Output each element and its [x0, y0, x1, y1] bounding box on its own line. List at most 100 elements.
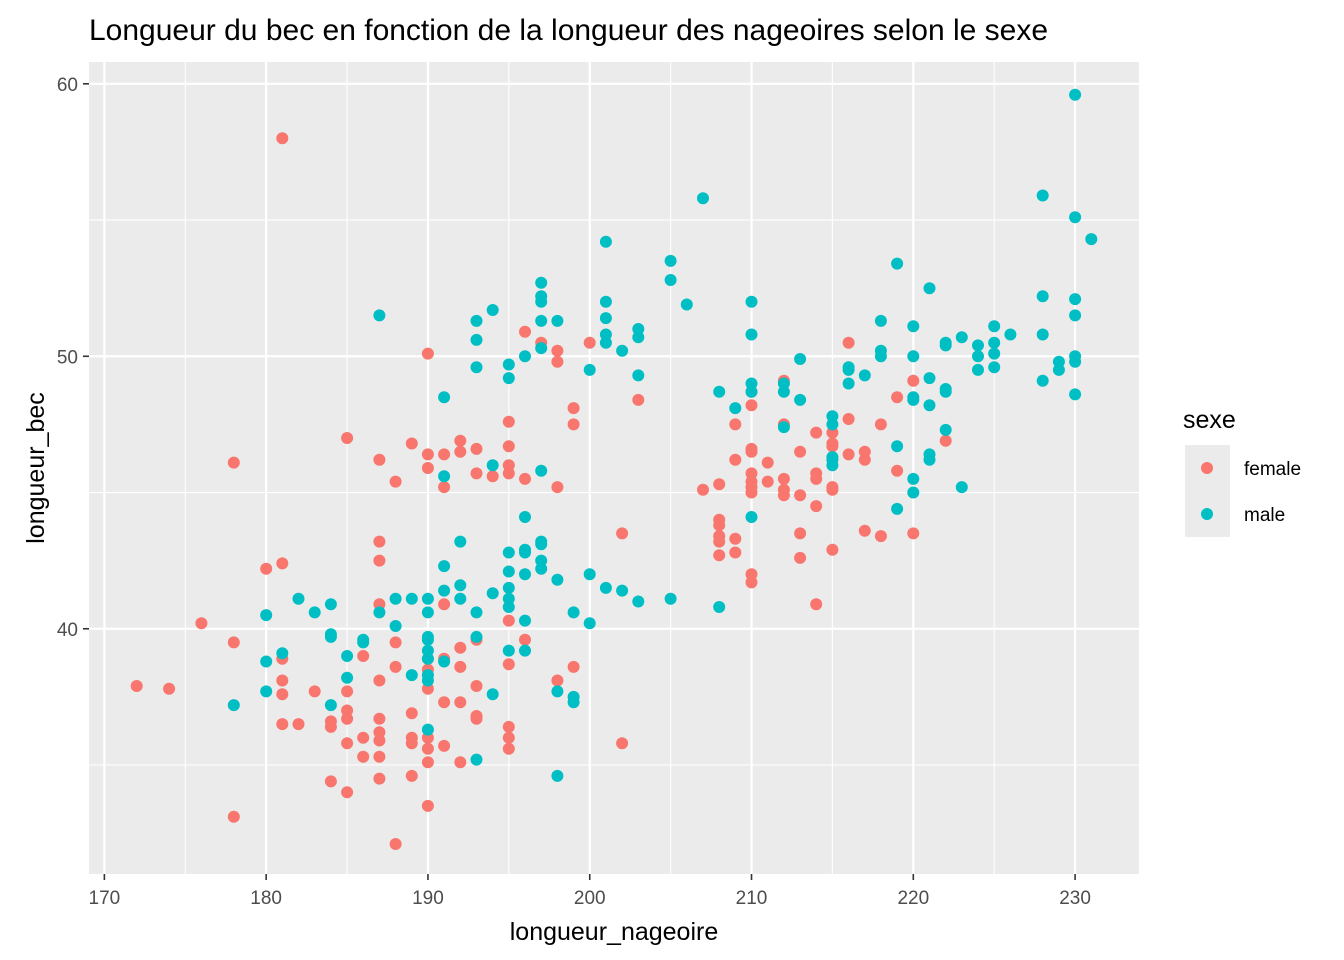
point-male: [891, 440, 904, 453]
point-female: [421, 756, 434, 769]
point-female: [470, 680, 483, 692]
point-male: [470, 314, 483, 327]
point-male: [777, 377, 790, 390]
point-male: [826, 459, 839, 472]
point-male: [777, 385, 790, 398]
point-female: [438, 598, 451, 611]
point-female: [373, 598, 386, 611]
point-female: [405, 437, 418, 450]
point-female: [745, 445, 758, 458]
point-male: [535, 562, 548, 575]
point-male: [599, 336, 612, 349]
point-male: [502, 644, 515, 657]
point-female: [810, 472, 823, 485]
point-male: [583, 617, 596, 630]
point-male: [939, 423, 952, 436]
point-female: [810, 598, 823, 611]
point-male: [923, 453, 936, 466]
point-male: [535, 276, 548, 289]
point-male: [519, 568, 531, 581]
point-female: [502, 742, 515, 755]
point-female: [357, 650, 370, 662]
point-female: [502, 658, 515, 671]
legend-swatch-female: [1201, 462, 1213, 474]
point-male: [486, 459, 499, 472]
point-male: [988, 336, 1001, 349]
point-female: [454, 445, 467, 458]
x-tick-label: 200: [574, 888, 606, 909]
point-male: [486, 587, 499, 600]
point-female: [357, 750, 370, 763]
point-female: [341, 737, 354, 750]
point-female: [227, 810, 240, 823]
point-female: [551, 674, 564, 687]
point-female: [195, 617, 208, 630]
point-female: [826, 483, 839, 496]
point-male: [227, 699, 240, 712]
point-male: [988, 361, 1001, 374]
point-female: [373, 772, 386, 785]
point-male: [324, 630, 337, 643]
point-female: [130, 680, 143, 692]
point-male: [470, 630, 483, 643]
x-tick-label: 190: [412, 888, 444, 909]
point-female: [454, 660, 467, 673]
point-male: [551, 685, 564, 698]
point-male: [567, 696, 580, 709]
legend-items: female male: [1185, 445, 1301, 537]
point-male: [599, 295, 612, 308]
point-male: [1085, 233, 1098, 246]
point-male: [972, 339, 984, 352]
point-male: [972, 350, 984, 363]
point-male: [535, 464, 548, 477]
point-female: [907, 374, 920, 387]
point-male: [826, 410, 839, 423]
point-female: [810, 426, 823, 439]
point-female: [551, 344, 564, 357]
point-female: [502, 415, 515, 428]
point-male: [260, 685, 273, 698]
point-female: [551, 481, 564, 494]
legend: sexe female male: [1183, 406, 1301, 537]
point-male: [955, 331, 968, 344]
point-female: [761, 456, 774, 469]
point-male: [907, 350, 920, 363]
point-male: [1069, 211, 1082, 224]
point-female: [745, 399, 758, 412]
y-tick-label: 40: [57, 620, 78, 641]
point-female: [874, 418, 887, 431]
point-male: [599, 328, 612, 341]
point-male: [486, 304, 499, 316]
point-male: [907, 393, 920, 406]
point-male: [745, 385, 758, 398]
point-female: [794, 551, 807, 564]
point-male: [421, 606, 434, 619]
y-tick-label: 60: [57, 75, 78, 96]
point-male: [438, 560, 451, 573]
point-female: [421, 347, 434, 360]
point-female: [227, 456, 240, 469]
point-female: [519, 633, 531, 646]
point-female: [373, 750, 386, 763]
point-male: [907, 472, 920, 485]
point-female: [389, 660, 402, 673]
point-male: [745, 328, 758, 341]
point-male: [745, 295, 758, 308]
x-axis-label: longueur_nageoire: [510, 918, 719, 946]
point-male: [729, 402, 742, 415]
chart-title: Longueur du bec en fonction de la longue…: [89, 14, 1048, 47]
point-female: [292, 718, 305, 731]
point-male: [502, 601, 515, 613]
point-male: [599, 312, 612, 325]
point-male: [421, 652, 434, 665]
point-female: [389, 636, 402, 649]
point-female: [389, 475, 402, 488]
point-male: [988, 320, 1001, 333]
point-male: [260, 609, 273, 622]
x-tick-label: 220: [897, 888, 929, 909]
point-female: [405, 707, 418, 720]
point-female: [502, 720, 515, 733]
plot-panel: [89, 62, 1139, 874]
point-male: [632, 369, 645, 382]
point-female: [842, 336, 855, 349]
